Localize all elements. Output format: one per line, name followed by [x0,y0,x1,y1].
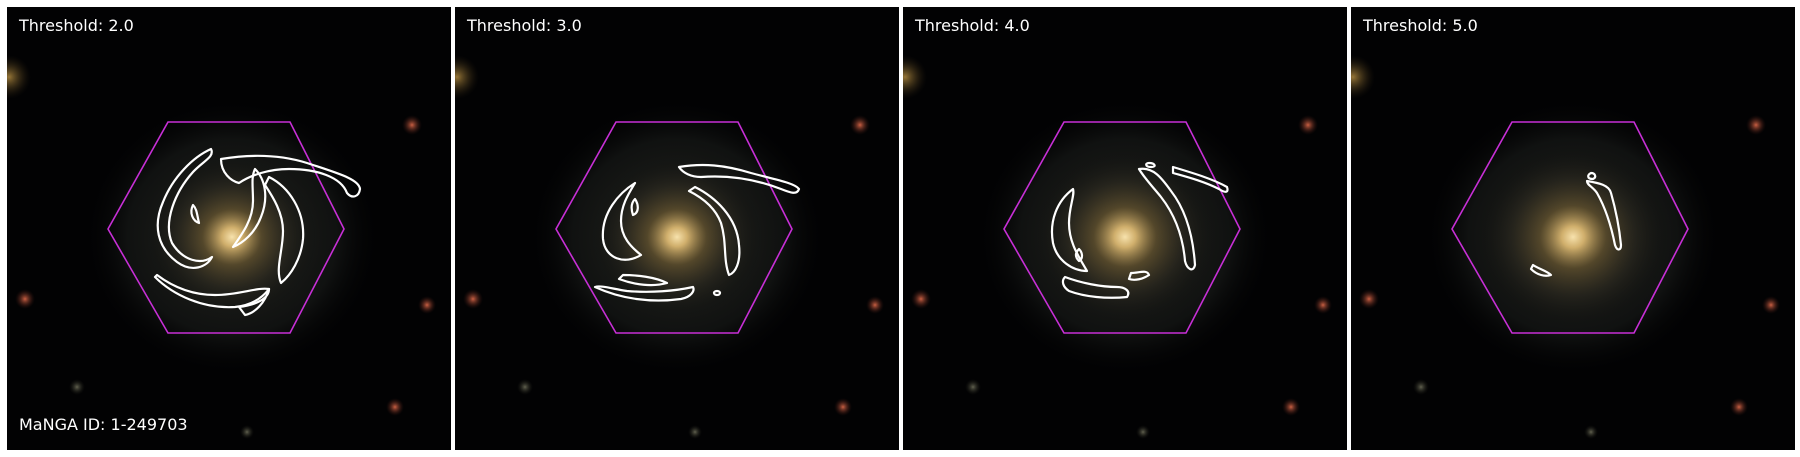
hexagon-footprint [1003,121,1241,334]
galaxy-image [455,55,884,439]
galaxy-panel-threshold-4: Threshold: 4.0 [903,7,1347,450]
contour-lines [1529,171,1623,277]
galaxy-image [903,55,1332,439]
threshold-label: Threshold: 4.0 [915,16,1030,35]
contour-lines [1050,161,1229,299]
galaxy-panel-threshold-5: Threshold: 5.0 [1351,7,1795,450]
contour-lines [153,147,362,317]
threshold-label: Threshold: 5.0 [1363,16,1478,35]
galaxy-image [7,55,436,439]
manga-id-label: MaNGA ID: 1-249703 [19,415,188,434]
threshold-label: Threshold: 3.0 [467,16,582,35]
galaxy-panel-threshold-2: Threshold: 2.0 MaNGA ID: 1-249703 [7,7,451,450]
galaxy-panel-threshold-3: Threshold: 3.0 [455,7,899,450]
contour-lines [593,163,801,302]
threshold-label: Threshold: 2.0 [19,16,134,35]
hexagon-footprint [1451,121,1689,334]
hexagon-footprint [555,121,793,334]
hexagon-footprint [107,121,345,334]
galaxy-image [1351,55,1780,439]
